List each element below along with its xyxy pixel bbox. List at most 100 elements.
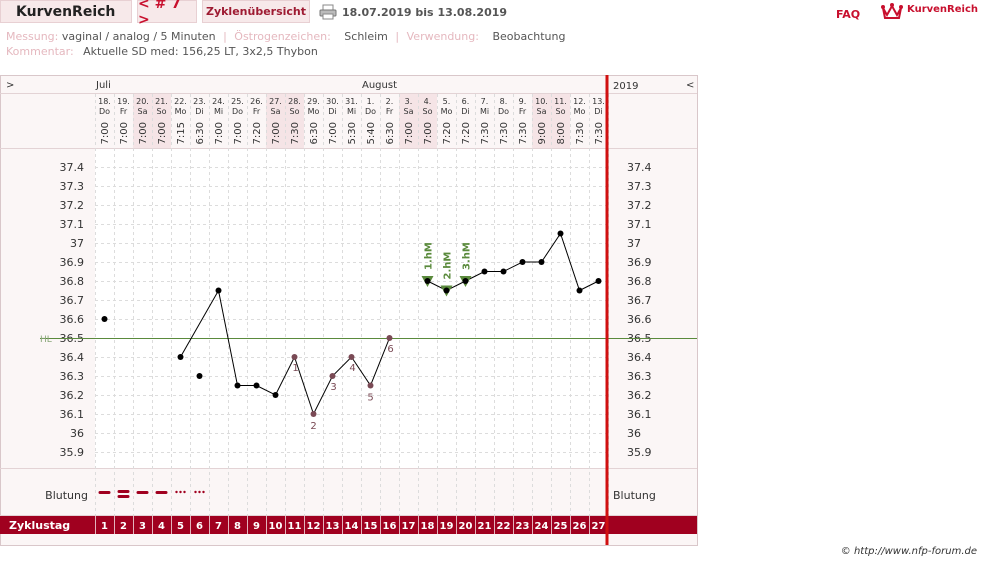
temperature-point xyxy=(234,382,241,389)
y-tick-label-right: 36.8 xyxy=(627,275,652,288)
nav-left-arrow[interactable]: > xyxy=(6,80,14,91)
day-date: 23. xyxy=(193,97,206,106)
day-weekday: Fr xyxy=(519,107,527,116)
copyright: © http://www.nfp-forum.de xyxy=(840,546,977,557)
day-date: 29. xyxy=(307,97,320,106)
date-range: 18.07.2019 bis 13.08.2019 xyxy=(342,6,508,19)
temperature-point xyxy=(253,382,260,389)
overview-tab[interactable]: Zyklenübersicht xyxy=(202,0,310,23)
bleeding-mark xyxy=(136,491,149,494)
measure-time: 6:30 xyxy=(385,122,396,144)
measure-time: 7:00 xyxy=(404,122,415,144)
day-date: 8. xyxy=(500,97,508,106)
bleeding-mark xyxy=(117,490,130,493)
day-date: 18. xyxy=(98,97,111,106)
measure-time: 7:15 xyxy=(176,122,187,144)
cycle-day-number: 8 xyxy=(234,521,241,532)
bleeding-label-left: Blutung xyxy=(45,489,88,502)
temperature-point xyxy=(481,268,488,275)
lower-mark-point xyxy=(291,354,298,360)
spotting-dot xyxy=(183,490,186,494)
lower-mark-point xyxy=(348,354,355,360)
measure-time: 7:20 xyxy=(252,122,263,144)
messung-value: vaginal / analog / 5 Minuten xyxy=(61,30,216,43)
y-tick-label-right: 37 xyxy=(627,237,641,250)
day-weekday: Mo xyxy=(441,107,453,116)
y-tick-label-right: 36 xyxy=(627,427,641,440)
day-date: 27. xyxy=(269,97,282,106)
measure-time: 8:00 xyxy=(556,122,567,144)
lower-mark-point xyxy=(386,335,393,341)
day-weekday: Do xyxy=(498,107,509,116)
temperature-point xyxy=(538,259,545,265)
spotting-dot xyxy=(179,490,182,494)
bleeding-mark xyxy=(155,491,168,494)
day-date: 24. xyxy=(212,97,225,106)
measure-time: 5:40 xyxy=(366,122,377,144)
oestrogen-value: Schleim xyxy=(344,30,388,43)
cycle-day-label: Zyklustag xyxy=(9,519,70,532)
measure-time: 7:00 xyxy=(233,122,244,144)
cycle-day-number: 26 xyxy=(573,521,587,532)
y-tick-label-right: 37.3 xyxy=(627,180,652,193)
spotting-dot xyxy=(194,490,197,494)
y-tick-label-left: 37.4 xyxy=(60,161,85,174)
y-tick-label-left: 36.1 xyxy=(60,408,85,421)
day-weekday: Di xyxy=(594,107,602,116)
cycle-nav[interactable]: < # 7 > xyxy=(137,0,197,28)
measure-time: 7:20 xyxy=(461,122,472,144)
cycle-day-number: 15 xyxy=(364,521,378,532)
high-mark-label: 1.hM xyxy=(424,242,435,270)
y-tick-label-right: 36.1 xyxy=(627,408,652,421)
cycle-day-number: 6 xyxy=(196,521,203,532)
temperature-point xyxy=(443,287,450,294)
spotting-dot xyxy=(175,490,178,494)
day-weekday: So xyxy=(556,107,566,116)
y-tick-label-right: 36.3 xyxy=(627,370,652,383)
cycle-day-number: 13 xyxy=(326,521,340,532)
high-mark-label: 3.hM xyxy=(462,242,473,270)
day-weekday: Fr xyxy=(120,107,128,116)
lower-mark-label: 5 xyxy=(367,393,373,404)
day-date: 21. xyxy=(155,97,168,106)
lower-mark-point xyxy=(367,382,374,389)
y-tick-label-left: 36.4 xyxy=(60,351,85,364)
weekend-shade xyxy=(532,94,551,148)
year-label: 2019 xyxy=(613,81,638,92)
printer-icon[interactable] xyxy=(319,4,337,20)
lower-mark-label: 4 xyxy=(349,363,355,374)
day-weekday: Sa xyxy=(271,107,281,116)
cycle-day-number: 16 xyxy=(383,521,397,532)
cycle-day-number: 7 xyxy=(215,521,222,532)
day-weekday: Mo xyxy=(574,107,586,116)
y-tick-label-left: 36.8 xyxy=(60,275,85,288)
crown-logo-icon xyxy=(881,3,903,19)
day-weekday: Sa xyxy=(404,107,414,116)
day-weekday: Di xyxy=(328,107,336,116)
brand-tab[interactable]: KurvenReich xyxy=(0,0,132,23)
y-tick-label-right: 36.7 xyxy=(627,294,652,307)
month-label: Juli xyxy=(95,80,111,91)
y-tick-label-left: 36.6 xyxy=(60,313,85,326)
day-weekday: So xyxy=(423,107,433,116)
nav-right-arrow[interactable]: < xyxy=(686,80,694,91)
faq-link[interactable]: FAQ xyxy=(836,8,861,21)
measure-time: 7:00 xyxy=(138,122,149,144)
day-date: 2. xyxy=(386,97,394,106)
cycle-day-number: 1 xyxy=(101,521,108,532)
temperature-line xyxy=(427,232,599,292)
day-weekday: So xyxy=(290,107,300,116)
y-tick-label-right: 37.4 xyxy=(627,161,652,174)
measure-time: 7:30 xyxy=(499,122,510,144)
cycle-day-number: 21 xyxy=(478,521,492,532)
measure-time: 7:00 xyxy=(100,122,111,144)
day-date: 28. xyxy=(288,97,301,106)
kommentar-label: Kommentar: xyxy=(6,45,74,58)
day-date: 11. xyxy=(554,97,567,106)
day-date: 25. xyxy=(231,97,244,106)
day-weekday: Di xyxy=(461,107,469,116)
measure-time: 7:00 xyxy=(423,122,434,144)
y-tick-label-left: 36.3 xyxy=(60,370,85,383)
day-date: 12. xyxy=(573,97,586,106)
bleeding-label-right: Blutung xyxy=(613,489,656,502)
